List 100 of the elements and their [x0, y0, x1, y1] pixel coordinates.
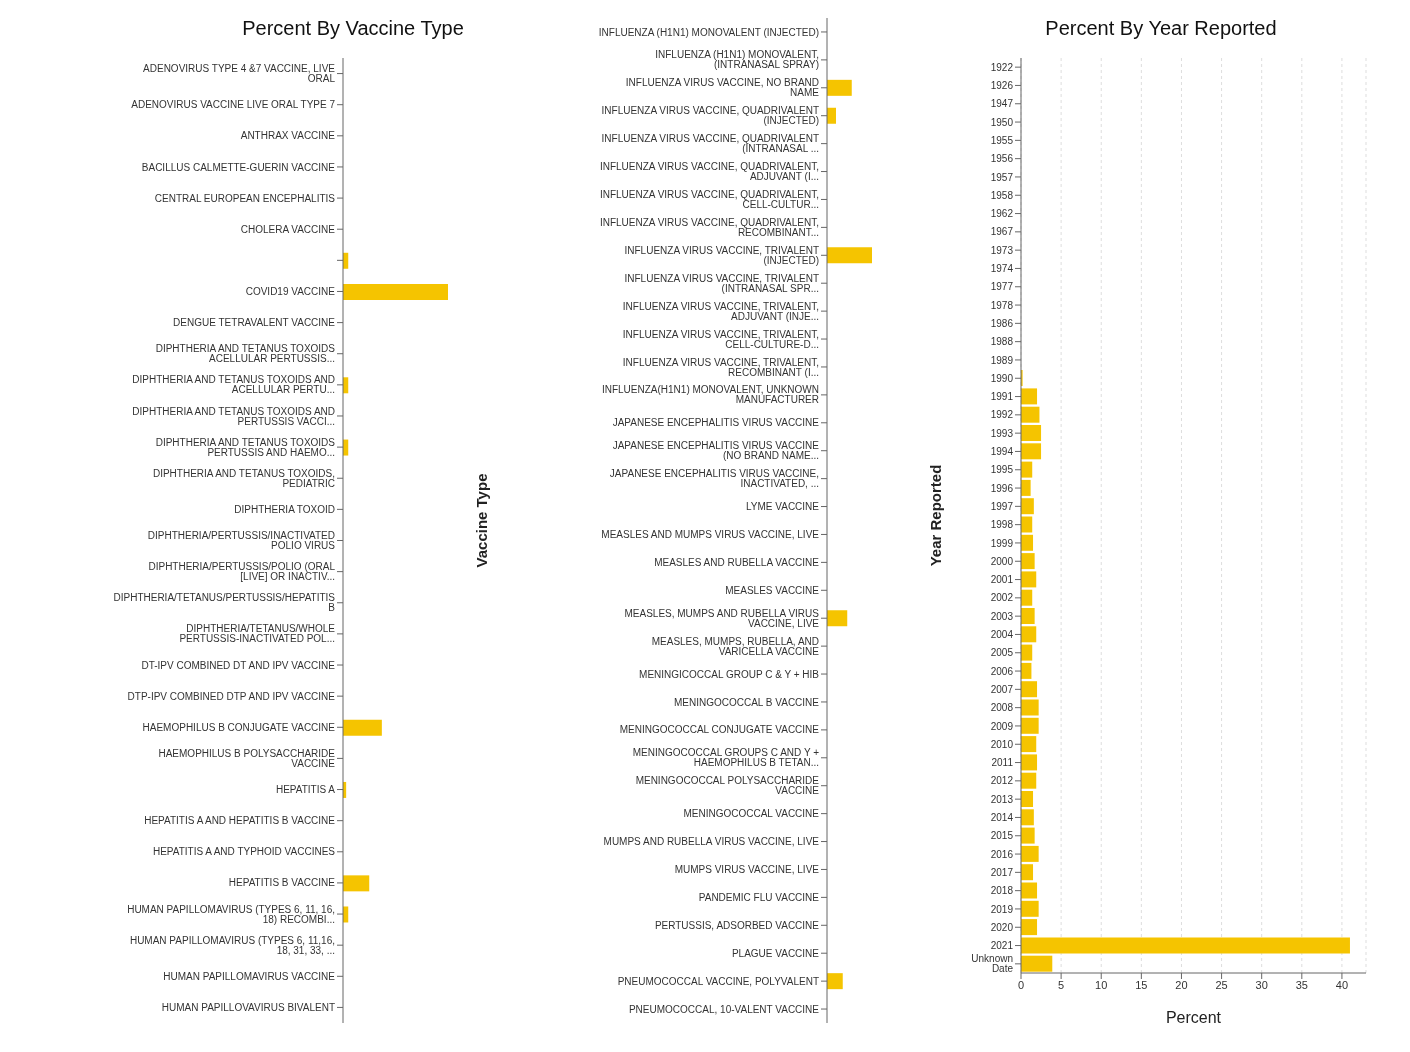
chart-title: Percent By Year Reported	[1044, 16, 1278, 41]
y-tick-label: HEPATITIS A	[275, 784, 336, 796]
y-tick-label: 1993	[990, 427, 1014, 439]
y-tick-label: INFLUENZA(H1N1) MONOVALENT, UNKNOWN MANUFACTURER	[601, 384, 819, 406]
y-tick-label: 1997	[990, 500, 1014, 512]
y-tick-label: 2012	[990, 775, 1014, 787]
y-tick-label: 2009	[990, 720, 1014, 732]
y-tick-label: 2015	[990, 830, 1014, 842]
y-tick-label: 2021	[990, 940, 1014, 952]
y-tick-label: 2003	[990, 610, 1014, 622]
y-tick-label: 2008	[990, 702, 1014, 714]
x-tick-label: 30	[1255, 978, 1268, 991]
y-tick-label: INFLUENZA VIRUS VACCINE, TRIVALENT, CELL-CULTURE-D...	[622, 328, 819, 350]
y-tick-label: INFLUENZA VIRUS VACCINE, TRIVALENT, RECOMBINANT (I...	[622, 356, 819, 378]
y-tick-label: 2002	[990, 592, 1014, 604]
y-tick-label: 1988	[990, 336, 1014, 348]
y-tick-label: HUMAN PAPILLOVAVIRUS BIVALENT	[161, 1001, 335, 1013]
y-tick-label: JAPANESE ENCEPHALITIS VIRUS VACCINE (NO BRAND NAME...	[612, 440, 820, 462]
y-tick-label: MEASLES AND RUBELLA VACCINE	[654, 556, 820, 568]
y-tick-label: 1967	[990, 226, 1014, 238]
y-tick-label: 1998	[990, 519, 1014, 531]
y-tick-label: MENINGICOCCAL GROUP C & Y + HIB	[639, 668, 820, 680]
y-tick-label: 2013	[990, 793, 1014, 805]
y-axis-title: Year Reported	[927, 464, 945, 567]
x-tick-label: 35	[1295, 978, 1308, 991]
y-tick-label: 1955	[990, 134, 1014, 146]
y-tick-label: LYME VACCINE	[746, 501, 820, 513]
y-tick-label: MENINGOCOCCAL B VACCINE	[673, 696, 820, 708]
y-tick-label: 1926	[990, 80, 1014, 91]
y-tick-label: INFLUENZA VIRUS VACCINE, QUADRIVALENT (INTRANASAL ...	[601, 133, 819, 155]
y-tick-label: INFLUENZA (H1N1) MONOVALENT (INJECTED)	[598, 26, 819, 38]
y-tick-label: 1977	[990, 281, 1014, 293]
y-tick-label: 2014	[990, 812, 1014, 823]
y-tick-label: 2004	[990, 629, 1014, 640]
y-tick-label: DIPHTHERIA AND TETANUS TOXOIDS AND ACELLULAR PERTU...	[132, 374, 335, 396]
y-tick-label: MENINGOCOCCAL VACCINE	[683, 808, 820, 820]
x-tick-label: 20	[1175, 978, 1188, 991]
y-tick-label: MUMPS AND RUBELLA VIRUS VACCINE, LIVE	[603, 836, 820, 848]
y-tick-label: Unknown Date	[971, 953, 1014, 975]
y-axis-title: Vaccine Type	[473, 473, 491, 568]
x-tick-label: 0	[1017, 978, 1025, 991]
y-tick-label: 1958	[990, 189, 1014, 201]
y-tick-label: 2005	[990, 647, 1014, 659]
y-tick-label: 2018	[990, 885, 1014, 897]
y-tick-label: DTP-IPV COMBINED DTP AND IPV VACCINE	[127, 690, 336, 702]
y-tick-label: INFLUENZA VIRUS VACCINE, TRIVALENT, ADJUVANT (INJE...	[622, 300, 819, 322]
y-tick-label: HUMAN PAPILLOMAVIRUS VACCINE	[163, 970, 336, 982]
y-tick-label: DIPHTHERIA/PERTUSSIS/POLIO (ORAL [LIVE] OR INACTIV...	[148, 561, 336, 583]
y-tick-label: INFLUENZA VIRUS VACCINE, NO BRAND NAME	[625, 77, 820, 99]
y-tick-label: 1974	[990, 263, 1014, 274]
y-tick-label: MENINGOCOCCAL CONJUGATE VACCINE	[619, 724, 820, 736]
y-tick-label: INFLUENZA VIRUS VACCINE, TRIVALENT (INTRANASAL SPR...	[624, 272, 819, 294]
y-tick-label: HEPATITIS B VACCINE	[228, 877, 336, 889]
y-tick-label: 2001	[990, 574, 1014, 586]
y-tick-label: ADENOVIRUS TYPE 4 &7 VACCINE, LIVE ORAL	[143, 63, 336, 85]
y-tick-label: MENINGOCOCCAL POLYSACCHARIDE VACCINE	[635, 775, 820, 797]
y-tick-label: HAEMOPHILUS B CONJUGATE VACCINE	[142, 721, 336, 733]
y-tick-label: PNEUMOCOCCAL VACCINE, POLYVALENT	[617, 975, 819, 987]
y-tick-label: CENTRAL EUROPEAN ENCEPHALITIS	[154, 192, 336, 204]
y-tick-label: COVID19 VACCINE	[245, 286, 336, 298]
y-tick-label: 1996	[990, 482, 1014, 494]
y-tick-label: 1999	[990, 537, 1014, 549]
y-tick-label: DIPHTHERIA/TETANUS/PERTUSSIS/HEPATITIS B	[113, 592, 336, 614]
y-tick-label: 2017	[990, 866, 1014, 878]
y-tick-label: ADENOVIRUS VACCINE LIVE ORAL TYPE 7	[131, 99, 336, 111]
y-tick-label: HUMAN PAPILLOMAVIRUS (TYPES 6, 11, 16, 18) RECOMBI...	[127, 903, 335, 925]
y-tick-label: 2020	[990, 921, 1014, 933]
y-tick-label: 2011	[991, 757, 1014, 769]
y-tick-label: 1991	[990, 391, 1014, 403]
y-tick-label: DIPHTHERIA AND TETANUS TOXOIDS PERTUSSIS AND HAEMO...	[155, 436, 336, 458]
y-tick-label: CHOLERA VACCINE	[240, 223, 336, 235]
y-tick-label: DENGUE TETRAVALENT VACCINE	[173, 317, 336, 329]
y-tick-label: 1947	[990, 98, 1014, 110]
y-tick-label: PNEUMOCOCCAL, 10-VALENT VACCINE	[628, 1003, 820, 1015]
y-tick-label: INFLUENZA VIRUS VACCINE, QUADRIVALENT, ADJUVANT (I...	[599, 161, 819, 183]
y-tick-label: 1990	[990, 372, 1014, 384]
x-tick-label: 25	[1215, 978, 1228, 991]
y-tick-label: 2006	[990, 665, 1014, 677]
y-tick-label: 2000	[990, 555, 1014, 567]
y-tick-label: 2016	[990, 848, 1014, 860]
y-tick-label: DIPHTHERIA AND TETANUS TOXOIDS ACELLULAR PERTUSSIS...	[155, 343, 336, 365]
x-tick-label: 40	[1335, 978, 1349, 991]
y-tick-label: INFLUENZA VIRUS VACCINE, QUADRIVALENT, RECOMBINANT...	[599, 216, 819, 238]
y-tick-label: 2010	[990, 738, 1014, 750]
y-tick-label: INFLUENZA VIRUS VACCINE, TRIVALENT (INJECTED)	[624, 244, 819, 266]
y-tick-label: 1994	[990, 446, 1014, 457]
y-tick-label: DIPHTHERIA/TETANUS/WHOLE PERTUSSIS-INACTIVATED POL...	[179, 623, 336, 645]
y-tick-label: 2019	[990, 903, 1014, 915]
y-tick-label: 1962	[990, 208, 1014, 220]
y-tick-label: 1956	[990, 153, 1014, 165]
y-tick-label: MEASLES, MUMPS AND RUBELLA VIRUS VACCINE, LIVE	[624, 607, 820, 629]
y-tick-label: DIPHTHERIA TOXOID	[234, 503, 335, 515]
y-tick-label: INFLUENZA VIRUS VACCINE, QUADRIVALENT, CELL-CULTUR...	[599, 189, 819, 211]
y-tick-label: MEASLES VACCINE	[725, 584, 820, 596]
x-tick-label: 10	[1095, 978, 1108, 991]
y-tick-label: 1973	[990, 244, 1014, 256]
y-tick-label: 2007	[990, 683, 1014, 695]
y-tick-label: 1986	[990, 317, 1014, 329]
x-tick-label: 5	[1058, 978, 1065, 991]
y-tick-label: DIPHTHERIA/PERTUSSIS/INACTIVATED POLIO VIRUS	[147, 530, 336, 552]
